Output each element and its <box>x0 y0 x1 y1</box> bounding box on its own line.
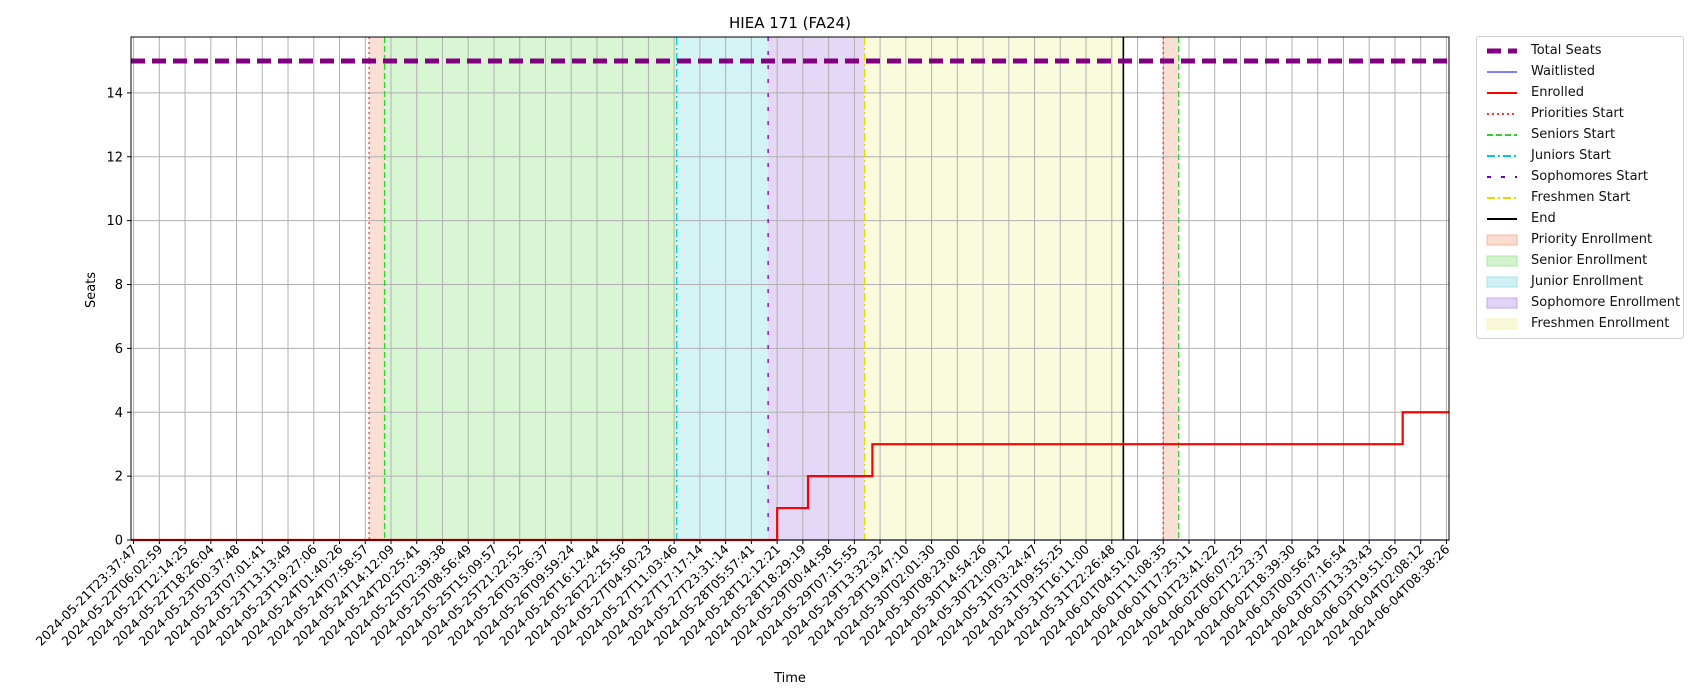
phase-markers <box>368 37 1180 540</box>
legend-item: End <box>1483 208 1677 229</box>
x-axis-label: Time <box>773 671 806 686</box>
legend-patch <box>1486 297 1518 308</box>
legend-item: Enrolled <box>1483 82 1677 103</box>
legend-item: Priority Enrollment <box>1483 229 1677 250</box>
legend-swatch <box>1486 297 1518 308</box>
legend-item: Priorities Start <box>1483 103 1677 124</box>
legend-label: Sophomores Start <box>1531 169 1648 184</box>
legend-label: Senior Enrollment <box>1531 253 1648 268</box>
y-tick-label: 8 <box>115 278 123 293</box>
legend-swatch <box>1486 318 1518 329</box>
legend-patch <box>1486 255 1518 266</box>
x-axis-ticks: 2024-05-21T23:37:472024-05-22T06:02:5920… <box>33 540 1453 649</box>
y-axis-label: Seats <box>84 272 99 308</box>
legend-label: Freshmen Start <box>1531 190 1631 205</box>
plot-frame <box>130 36 1450 541</box>
legend-item: Junior Enrollment <box>1483 271 1677 292</box>
legend-label: Juniors Start <box>1531 148 1611 163</box>
legend-swatch <box>1487 175 1517 178</box>
legend-patch <box>1486 276 1518 287</box>
chart-title: HIEA 171 (FA24) <box>729 14 851 32</box>
y-tick-label: 0 <box>115 534 123 549</box>
legend-item: Waitlisted <box>1483 61 1677 82</box>
legend-swatch <box>1487 112 1517 115</box>
legend-swatch <box>1486 234 1518 245</box>
legend-label: Priority Enrollment <box>1531 232 1653 247</box>
legend-label: Freshmen Enrollment <box>1531 316 1670 331</box>
enrollment-spans <box>369 37 1179 540</box>
y-axis-ticks: 0 2 4 6 8 10 12 14 <box>106 86 131 549</box>
legend-item: Seniors Start <box>1483 124 1677 145</box>
y-tick-label: 2 <box>115 470 123 485</box>
legend-label: Total Seats <box>1531 43 1602 58</box>
legend-swatch <box>1487 217 1517 220</box>
span-freshmen-enrollment <box>864 37 1124 540</box>
legend-item: Juniors Start <box>1483 145 1677 166</box>
legend-swatch <box>1487 196 1517 199</box>
legend-swatch <box>1487 48 1517 53</box>
legend-item: Total Seats <box>1483 40 1677 61</box>
span-senior-enrollment <box>384 37 677 540</box>
legend-swatch <box>1487 91 1517 94</box>
chart-legend: Total Seats Waitlisted Enrolled Priorities … <box>1476 36 1684 339</box>
legend-swatch <box>1487 154 1517 157</box>
legend-item: Freshmen Enrollment <box>1483 313 1677 334</box>
legend-label: Priorities Start <box>1531 106 1624 121</box>
span-priority-enrollment <box>369 37 385 540</box>
series-enrolled <box>131 411 1449 542</box>
y-tick-label: 14 <box>106 86 123 101</box>
span-sophomore-enrollment <box>768 37 865 540</box>
legend-item: Sophomores Start <box>1483 166 1677 187</box>
y-tick-label: 12 <box>106 150 123 165</box>
legend-swatch <box>1487 70 1517 73</box>
legend-label: Junior Enrollment <box>1531 274 1644 289</box>
grid-lines <box>131 37 1449 541</box>
legend-patch <box>1486 234 1518 245</box>
y-tick-label: 10 <box>106 214 123 229</box>
legend-label: End <box>1531 211 1556 226</box>
legend-patch <box>1486 318 1518 329</box>
span-priority-enrollment <box>1163 37 1179 540</box>
legend-item: Freshmen Start <box>1483 187 1677 208</box>
legend-label: Waitlisted <box>1531 64 1596 79</box>
legend-swatch <box>1486 255 1518 266</box>
legend-item: Sophomore Enrollment <box>1483 292 1681 313</box>
span-junior-enrollment <box>676 37 769 540</box>
y-tick-label: 4 <box>115 406 123 421</box>
legend-label: Sophomore Enrollment <box>1531 295 1681 310</box>
legend-swatch <box>1487 133 1517 136</box>
y-tick-label: 6 <box>115 342 123 357</box>
legend-label: Seniors Start <box>1531 127 1616 142</box>
legend-item: Senior Enrollment <box>1483 250 1677 271</box>
legend-label: Enrolled <box>1531 85 1584 100</box>
legend-swatch <box>1486 276 1518 287</box>
